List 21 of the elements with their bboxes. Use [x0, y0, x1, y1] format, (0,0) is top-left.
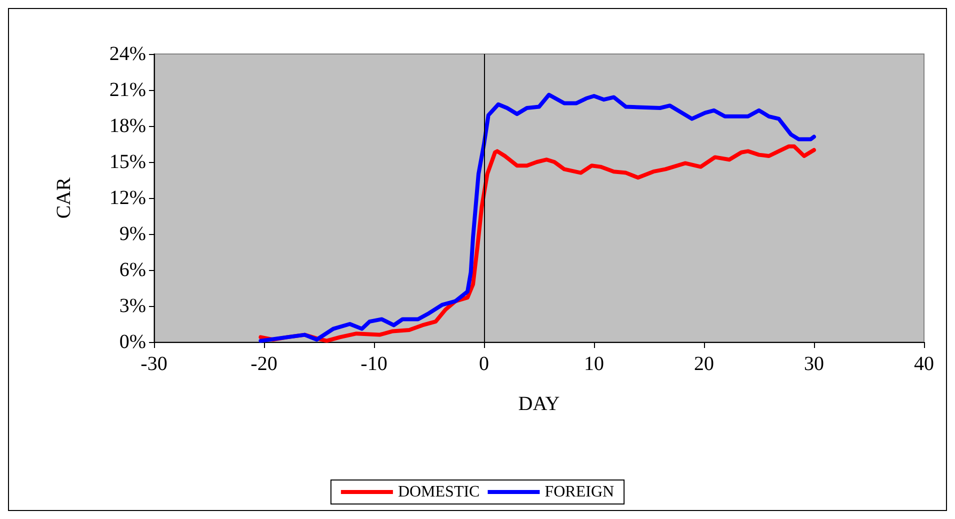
y-tick-label: 15%: [109, 151, 146, 173]
y-tick-label: 0%: [119, 331, 146, 353]
y-tick-label: 9%: [119, 223, 146, 245]
x-tick-label: -20: [250, 353, 278, 375]
x-tick-label: 30: [804, 353, 824, 375]
y-tick-label: 3%: [119, 295, 146, 317]
y-tick-label: 6%: [119, 259, 146, 281]
y-tick-label: 24%: [109, 43, 146, 65]
y-tick-label: 18%: [109, 115, 146, 137]
y-axis-title: CAR: [53, 176, 75, 219]
x-tick-label: 20: [694, 353, 714, 375]
x-axis-title: DAY: [518, 393, 560, 415]
y-tick-label: 12%: [109, 187, 146, 209]
x-tick-label: -30: [140, 353, 168, 375]
x-tick-label: -10: [360, 353, 388, 375]
y-tick-label: 21%: [109, 79, 146, 101]
x-tick-label: 10: [584, 353, 604, 375]
legend-label: DOMESTIC: [398, 484, 480, 500]
x-tick-label: 0: [479, 353, 489, 375]
x-tick-label: 40: [914, 353, 934, 375]
legend-label: FOREIGN: [544, 484, 615, 500]
